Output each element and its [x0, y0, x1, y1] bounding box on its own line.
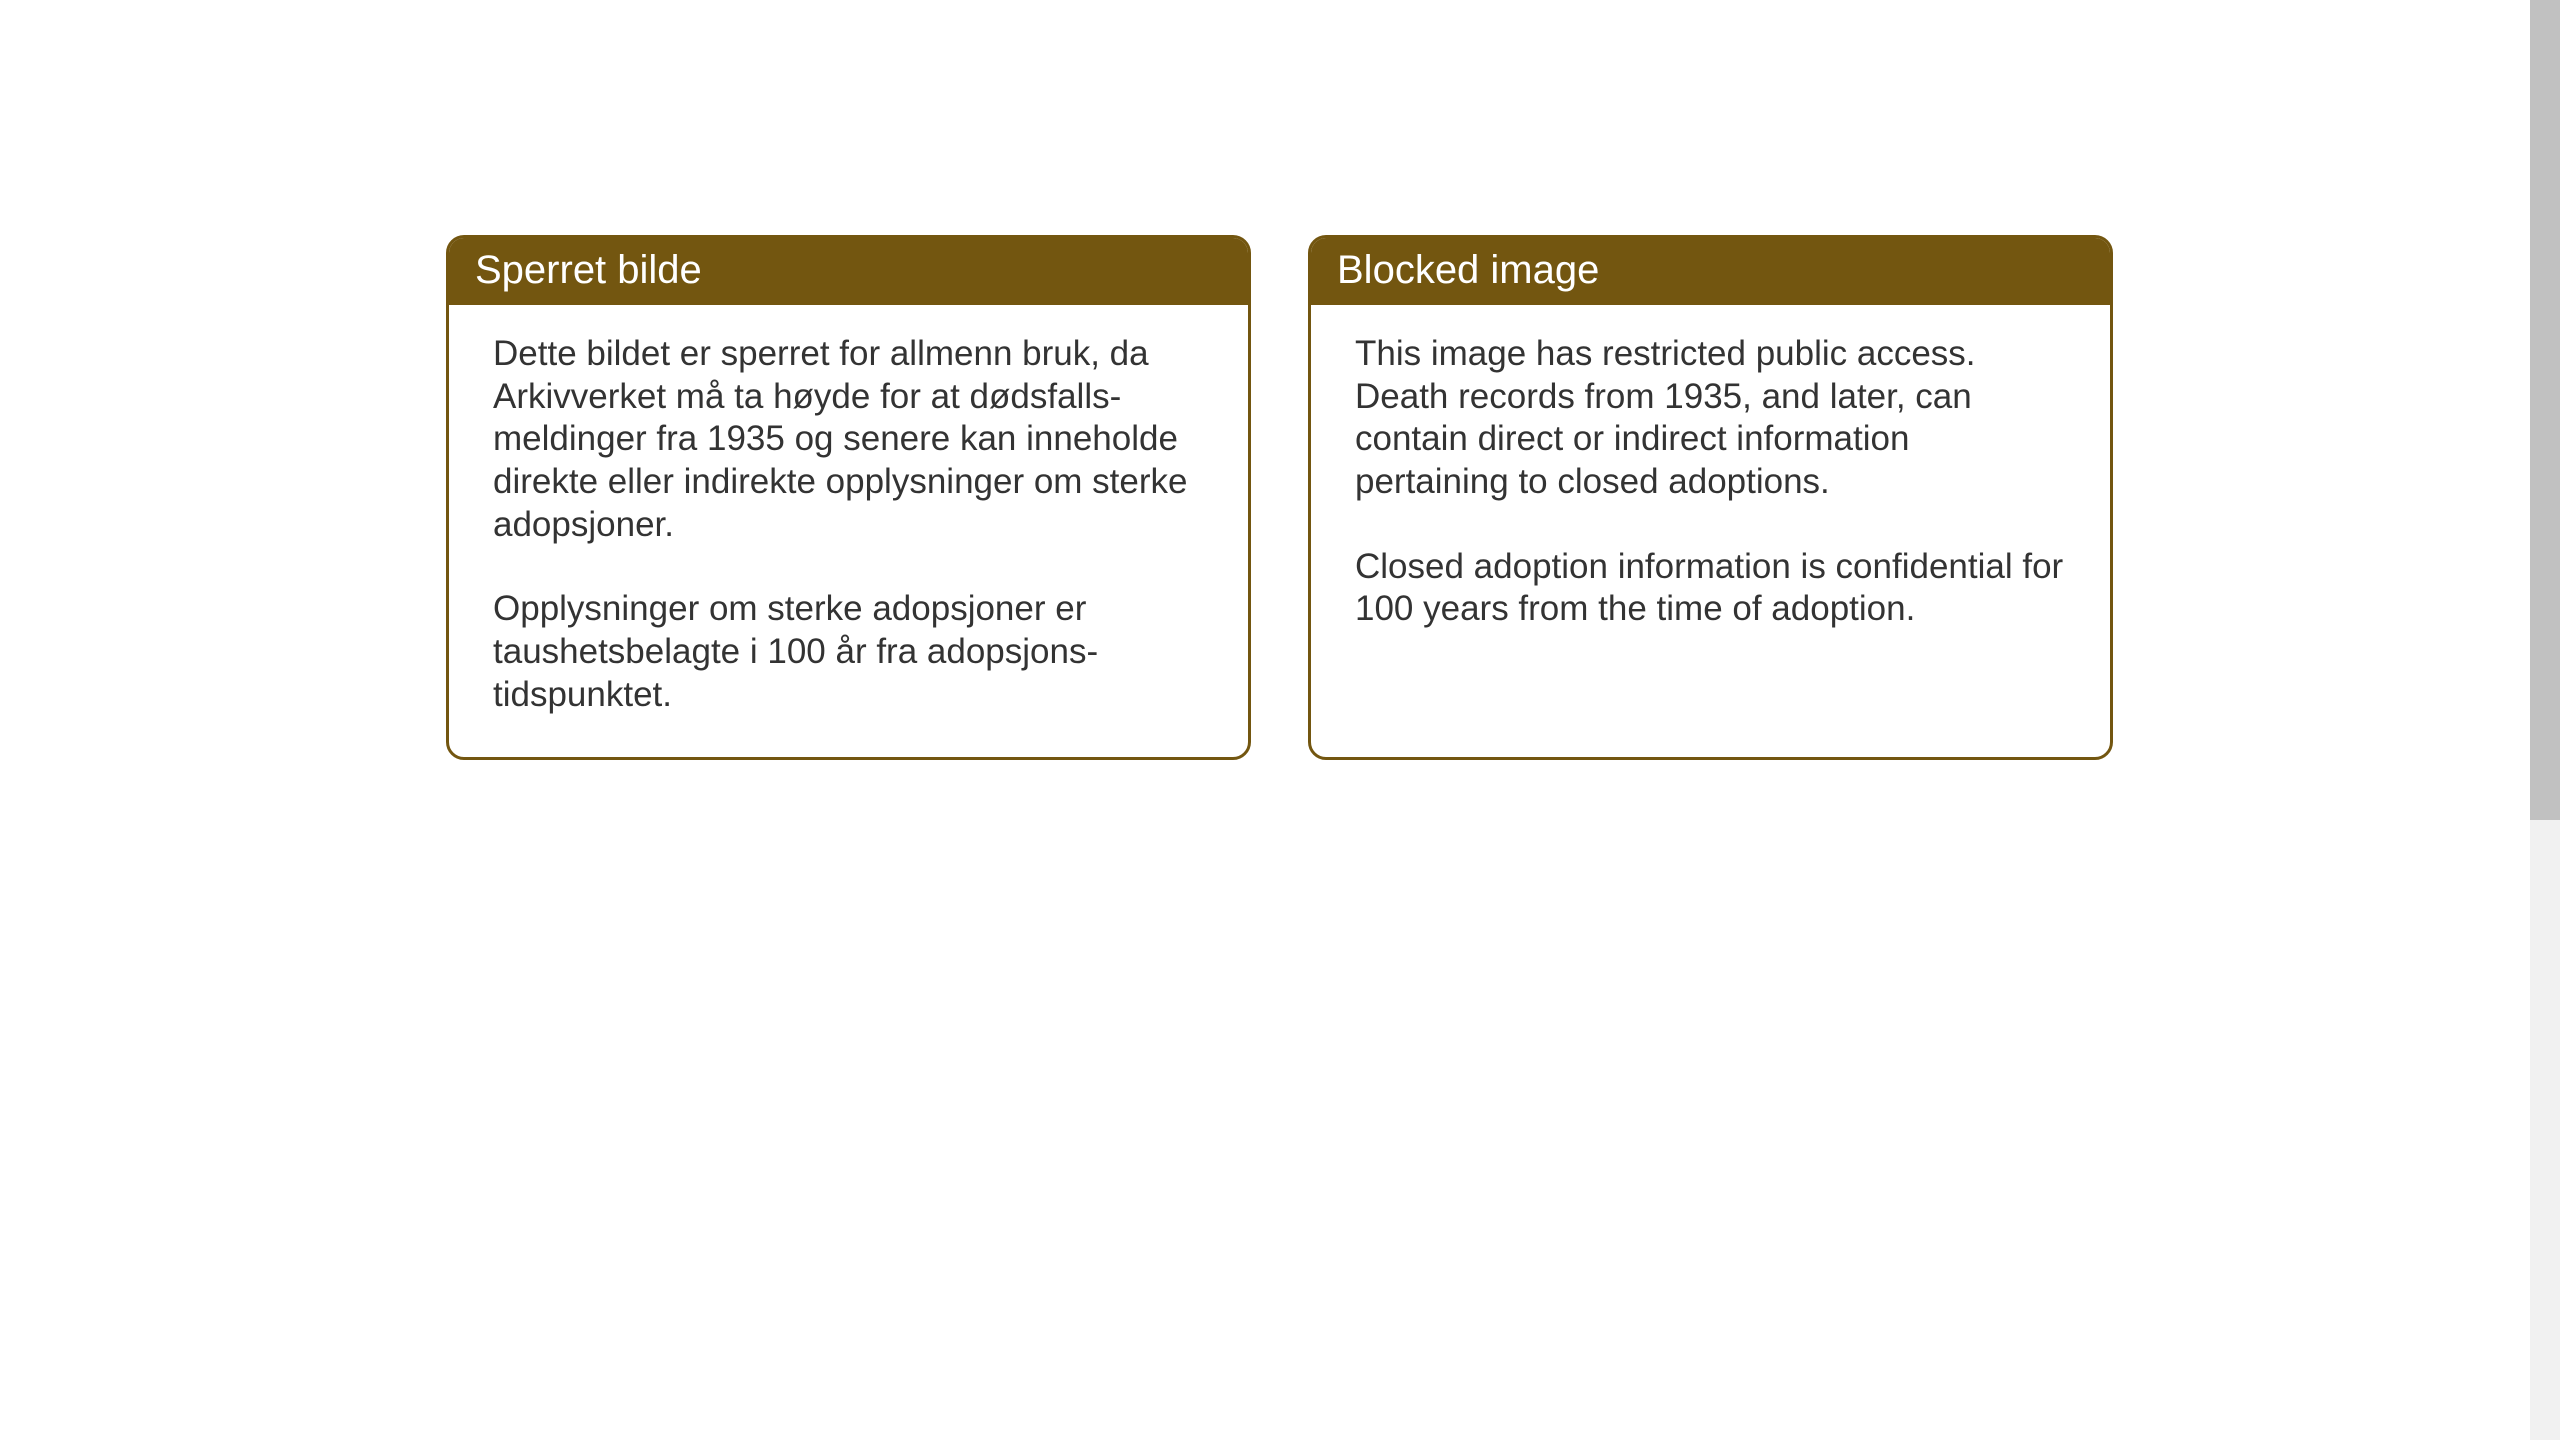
scrollbar-track[interactable]: [2530, 0, 2560, 1440]
card-paragraph-1-english: This image has restricted public access.…: [1355, 333, 2066, 504]
card-paragraph-2-english: Closed adoption information is confident…: [1355, 546, 2066, 631]
card-header-english: Blocked image: [1311, 238, 2110, 305]
card-header-norwegian: Sperret bilde: [449, 238, 1248, 305]
card-paragraph-2-norwegian: Opplysninger om sterke adopsjoner er tau…: [493, 588, 1204, 716]
card-body-norwegian: Dette bildet er sperret for allmenn bruk…: [449, 305, 1248, 757]
card-title-norwegian: Sperret bilde: [475, 248, 702, 292]
card-english: Blocked image This image has restricted …: [1308, 235, 2113, 760]
card-body-english: This image has restricted public access.…: [1311, 305, 2110, 671]
card-norwegian: Sperret bilde Dette bildet er sperret fo…: [446, 235, 1251, 760]
card-paragraph-1-norwegian: Dette bildet er sperret for allmenn bruk…: [493, 333, 1204, 546]
card-title-english: Blocked image: [1337, 248, 1599, 292]
scrollbar-thumb[interactable]: [2530, 0, 2560, 820]
cards-container: Sperret bilde Dette bildet er sperret fo…: [446, 235, 2113, 760]
